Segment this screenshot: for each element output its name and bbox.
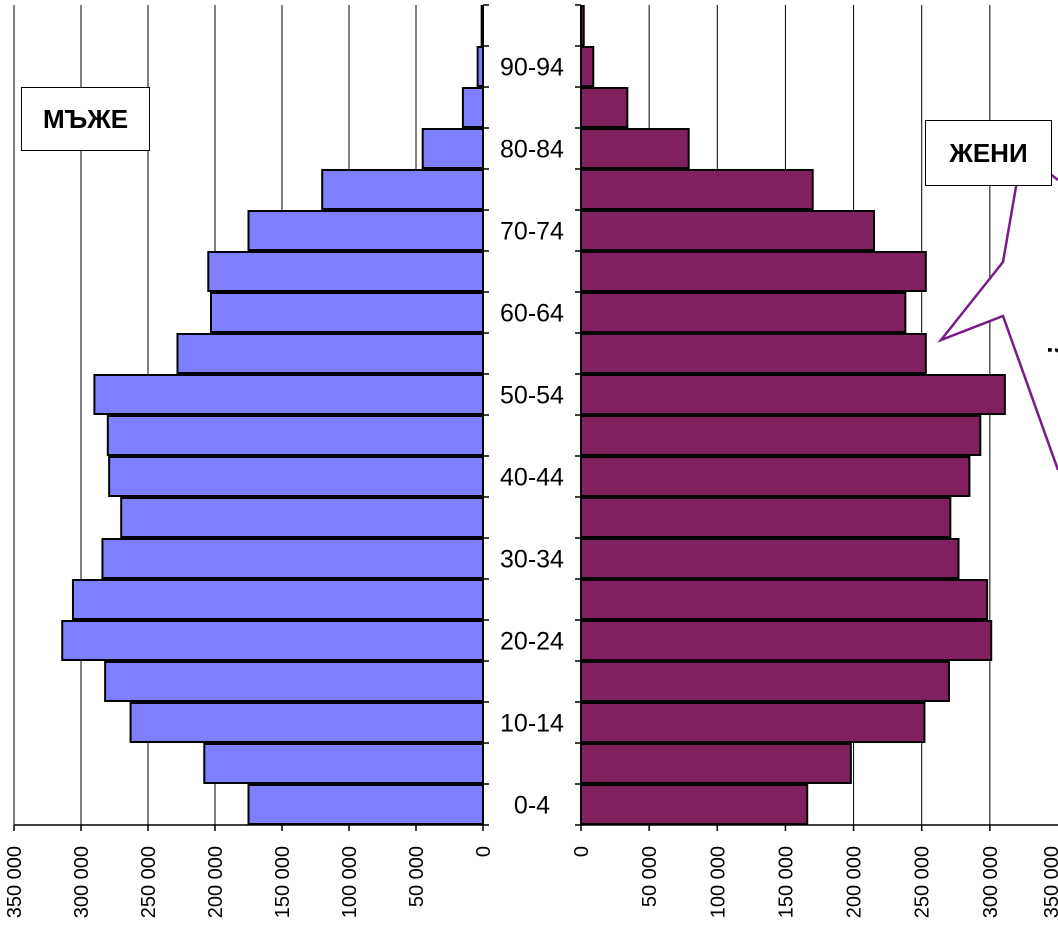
bar-men xyxy=(61,620,485,661)
bar-men xyxy=(101,538,484,579)
tick-label-men: 150 000 xyxy=(272,846,294,918)
tick-label-men: 100 000 xyxy=(339,846,361,918)
tick-label-women: 50 000 xyxy=(639,846,661,907)
bar-women xyxy=(580,210,876,251)
age-label: 20-24 xyxy=(500,628,564,656)
bar-women xyxy=(580,661,950,702)
age-labels: 0-4 10-14 20-24 30-34 40-44 50-54 60-64 70-74 80… xyxy=(500,54,564,820)
bar-women xyxy=(580,456,971,497)
men-label: МЪЖЕ xyxy=(21,87,150,151)
bar-men xyxy=(209,292,484,333)
age-label: 80-84 xyxy=(500,136,564,164)
age-label: 40-44 xyxy=(500,464,564,492)
bar-women xyxy=(580,251,927,292)
bar-men xyxy=(321,169,485,210)
bar-women xyxy=(580,620,993,661)
age-label: 0-4 xyxy=(514,792,550,820)
age-label: 60-64 xyxy=(500,300,564,328)
tick-label-men: 200 000 xyxy=(205,846,227,918)
bar-women xyxy=(580,333,927,374)
tick-label-men: 300 000 xyxy=(71,846,93,918)
bar-men xyxy=(120,497,484,538)
bars-women xyxy=(580,5,1006,825)
tick-label-women: 250 000 xyxy=(912,846,934,918)
tick-label-women: 100 000 xyxy=(707,846,729,918)
bar-men xyxy=(104,661,485,702)
ticks-men: 350 000 300 000 250 000 200 000 150 000 100 0… xyxy=(4,846,495,918)
women-label: ЖЕНИ xyxy=(925,120,1052,186)
bar-women xyxy=(580,374,1006,415)
bar-men xyxy=(106,415,485,456)
bar-women xyxy=(580,46,595,87)
ticks-women: 0 50 000 100 000 150 000 200 000 250 000 300 0… xyxy=(571,846,1058,918)
bar-men xyxy=(108,456,484,497)
tick-label-women: 200 000 xyxy=(844,846,866,918)
tick-label-women: 0 xyxy=(571,846,593,857)
tick-label-men: 0 xyxy=(473,846,495,857)
bar-men xyxy=(207,251,485,292)
bar-men xyxy=(421,128,485,169)
bar-women xyxy=(580,415,982,456)
axes xyxy=(13,4,1058,831)
bar-women xyxy=(580,702,926,743)
bar-women xyxy=(580,292,907,333)
bar-men xyxy=(129,702,485,743)
bar-men xyxy=(247,210,484,251)
tick-label-men: 250 000 xyxy=(138,846,160,918)
tick-label-women: 350 000 xyxy=(1041,846,1058,918)
bar-women xyxy=(580,538,960,579)
age-label: 70-74 xyxy=(500,218,564,246)
tick-label-men: 50 000 xyxy=(406,846,428,907)
callout-text: ? xyxy=(1039,340,1058,361)
bar-men xyxy=(247,784,484,825)
bar-men xyxy=(461,87,484,128)
tick-label-men: 350 000 xyxy=(4,846,26,918)
bar-women xyxy=(580,87,629,128)
tick-label-women: 300 000 xyxy=(980,846,1002,918)
age-label: 90-94 xyxy=(500,54,564,82)
bar-women xyxy=(580,743,852,784)
bar-women xyxy=(580,497,952,538)
tick-label-women: 150 000 xyxy=(775,846,797,918)
bar-men xyxy=(203,743,484,784)
bar-women xyxy=(580,579,989,620)
bar-men xyxy=(176,333,484,374)
bar-men xyxy=(93,374,485,415)
age-label: 30-34 xyxy=(500,546,564,574)
age-label: 10-14 xyxy=(500,710,564,738)
bar-men xyxy=(71,579,485,620)
bar-women xyxy=(580,784,809,825)
bar-women xyxy=(580,169,814,210)
age-label: 50-54 xyxy=(500,382,564,410)
bar-women xyxy=(580,128,690,169)
